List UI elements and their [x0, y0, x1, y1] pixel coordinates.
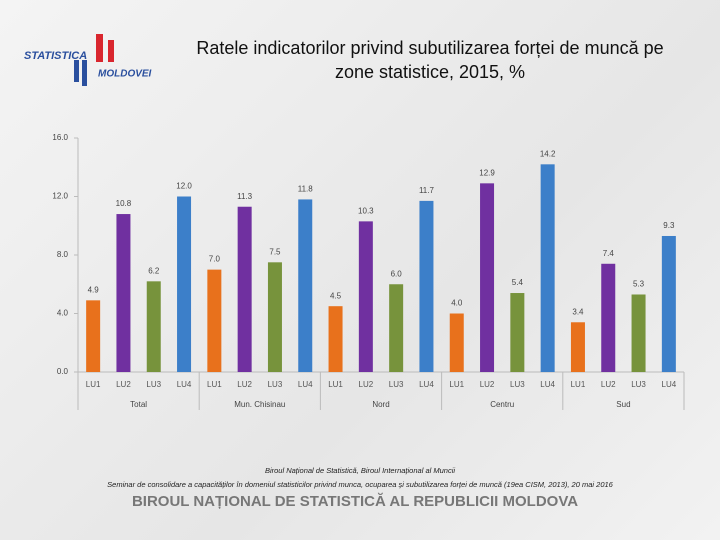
value-label: 3.4	[572, 307, 584, 316]
y-tick-label: 16.0	[52, 133, 68, 142]
y-tick-label: 12.0	[52, 192, 68, 201]
x-tick-label: LU3	[510, 380, 525, 389]
bar	[540, 164, 555, 372]
bar	[661, 235, 676, 372]
logo-text: MOLDOVEI	[98, 69, 152, 80]
bar	[389, 284, 404, 372]
x-tick-label: LU3	[631, 380, 646, 389]
x-tick-label: LU1	[571, 380, 586, 389]
x-tick-label: LU3	[389, 380, 404, 389]
group-label: Nord	[372, 400, 389, 409]
bar	[207, 269, 222, 372]
x-tick-label: LU4	[298, 380, 313, 389]
x-tick-label: LU4	[177, 380, 192, 389]
x-tick-label: LU2	[480, 380, 495, 389]
logo-bar	[74, 60, 79, 82]
bar	[86, 300, 101, 372]
group-label: Total	[130, 400, 147, 409]
x-tick-label: LU1	[449, 380, 464, 389]
bar	[328, 306, 343, 372]
value-label: 5.3	[633, 280, 645, 289]
bar	[419, 200, 434, 372]
y-tick-label: 0.0	[57, 367, 69, 376]
y-tick-label: 8.0	[57, 250, 69, 259]
x-tick-label: LU2	[359, 380, 374, 389]
bar	[146, 281, 161, 372]
value-label: 4.0	[451, 299, 463, 308]
x-tick-label: LU1	[207, 380, 222, 389]
value-label: 11.7	[419, 186, 435, 195]
bar	[177, 196, 192, 372]
x-tick-label: LU4	[419, 380, 434, 389]
organization: BIROUL NAȚIONAL DE STATISTICĂ AL REPUBLI…	[131, 493, 579, 510]
group-label: Sud	[616, 400, 630, 409]
value-label: 4.5	[330, 291, 342, 300]
value-label: 10.3	[358, 206, 374, 215]
footer-text: Seminar de consolidare a capacităților î…	[107, 480, 613, 489]
bar	[358, 221, 373, 372]
x-tick-label: LU4	[662, 380, 677, 389]
group-label: Centru	[490, 400, 514, 409]
logo-bar	[96, 34, 103, 62]
bar	[601, 263, 616, 372]
value-label: 14.2	[540, 149, 556, 158]
value-label: 9.3	[663, 221, 675, 230]
x-tick-label: LU2	[237, 380, 252, 389]
value-label: 6.2	[148, 266, 160, 275]
x-tick-label: LU3	[146, 380, 161, 389]
value-label: 6.0	[391, 269, 403, 278]
bar	[237, 206, 252, 372]
value-label: 7.0	[209, 255, 221, 264]
value-label: 11.8	[298, 185, 314, 194]
value-label: 10.8	[116, 199, 132, 208]
x-tick-label: LU3	[268, 380, 283, 389]
group-label: Mun. Chisinau	[234, 400, 285, 409]
y-tick-label: 4.0	[57, 309, 69, 318]
bar	[570, 322, 585, 372]
bar	[267, 262, 282, 372]
bar	[449, 313, 464, 372]
bar	[631, 294, 646, 372]
value-label: 4.9	[88, 285, 100, 294]
x-tick-label: LU2	[116, 380, 131, 389]
value-label: 12.0	[176, 182, 192, 191]
value-label: 5.4	[512, 278, 524, 287]
bar	[116, 214, 131, 372]
x-tick-label: LU2	[601, 380, 616, 389]
logo-bar	[108, 40, 114, 62]
x-tick-label: LU4	[540, 380, 555, 389]
value-label: 7.5	[269, 247, 281, 256]
footer-text: Biroul Național de Statistică, Biroul In…	[264, 466, 456, 475]
logo: STATISTICA MOLDOVEI	[24, 34, 152, 86]
value-label: 12.9	[479, 168, 495, 177]
chart-title: Ratele indicatorilor privind subutilizar…	[196, 38, 664, 82]
logo-text: STATISTICA	[24, 50, 87, 62]
bar	[510, 293, 525, 372]
value-label: 7.4	[603, 249, 615, 258]
value-label: 11.3	[237, 192, 253, 201]
bar	[298, 199, 313, 372]
bar	[480, 183, 495, 372]
x-tick-label: LU1	[328, 380, 343, 389]
x-tick-label: LU1	[86, 380, 101, 389]
logo-bar	[82, 60, 87, 86]
